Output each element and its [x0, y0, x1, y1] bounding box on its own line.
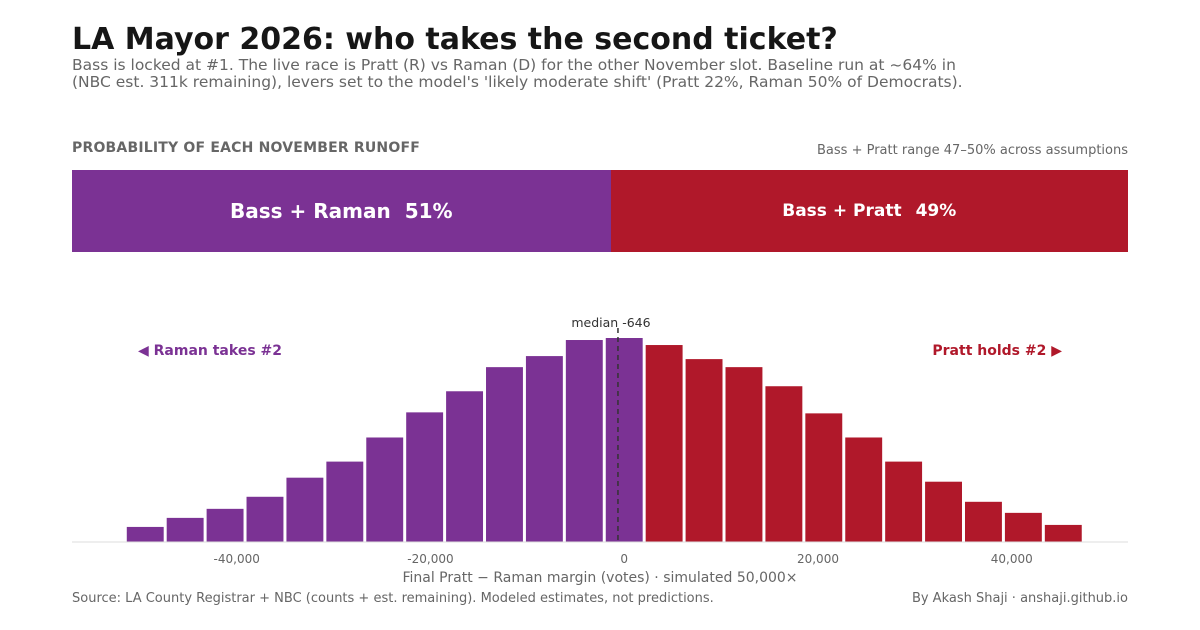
byline: By Akash Shaji · anshaji.github.io	[911, 591, 1128, 606]
x-tick-label: 20,000	[797, 552, 839, 566]
median-label: median -646	[571, 315, 650, 330]
runoff-section-label: PROBABILITY OF EACH NOVEMBER RUNOFF	[72, 140, 420, 156]
subtitle-line-1: Bass is locked at #1. The live race is P…	[72, 56, 956, 74]
histogram-bar	[845, 437, 883, 542]
histogram-bar	[725, 367, 763, 542]
source-note: Source: LA County Registrar + NBC (count…	[72, 591, 714, 606]
annotation-raman-takes-2: ◀ Raman takes #2	[138, 343, 282, 359]
histogram-bar	[565, 340, 603, 542]
x-tick-label: 0	[620, 552, 628, 566]
runoff-range-note: Bass + Pratt range 47–50% across assumpt…	[817, 143, 1128, 158]
histogram-bar	[765, 386, 803, 542]
histogram-bar	[605, 338, 643, 542]
subtitle-line-2: (NBC est. 311k remaining), levers set to…	[72, 73, 963, 91]
histogram-bar	[1044, 524, 1082, 542]
runoff-probability-bar: Bass + Raman 51% Bass + Pratt 49%	[72, 170, 1128, 252]
margin-histogram: -40,000 -20,000 0 20,000 40,000 median -646 ◀ …	[72, 315, 1128, 586]
histogram-bar	[925, 481, 962, 542]
histogram-bar	[326, 461, 364, 542]
x-tick-label: 40,000	[991, 552, 1033, 566]
x-tick-label: -40,000	[214, 552, 260, 566]
histogram-bar	[406, 412, 444, 542]
runoff-segment-percent: 51%	[404, 199, 453, 223]
histogram-bar	[446, 391, 484, 542]
page-title: LA Mayor 2026: who takes the second tick…	[72, 22, 838, 57]
histogram-bar	[366, 437, 404, 542]
runoff-segment-bass-raman: Bass + Raman 51%	[72, 170, 611, 252]
runoff-segment-label: Bass + Raman	[229, 199, 391, 223]
runoff-segment-percent: 49%	[915, 201, 957, 221]
histogram-bar	[1004, 512, 1042, 542]
histogram-bar	[885, 461, 923, 542]
runoff-segment-label: Bass + Pratt	[782, 201, 902, 221]
x-axis-label: Final Pratt − Raman margin (votes) · sim…	[402, 570, 797, 586]
histogram-bar	[964, 501, 1002, 542]
runoff-segment-bass-pratt: Bass + Pratt 49%	[610, 170, 1128, 252]
x-tick-label: -20,000	[407, 552, 453, 566]
histogram-bar	[126, 526, 164, 542]
histogram-bar	[645, 345, 683, 542]
histogram-bar	[286, 477, 324, 542]
histogram-bar	[805, 413, 843, 542]
histogram-bar	[685, 359, 723, 542]
annotation-pratt-holds-2: Pratt holds #2 ▶	[932, 343, 1062, 359]
histogram-bar	[486, 367, 523, 542]
histogram-bar	[166, 517, 204, 542]
subtitle: Bass is locked at #1. The live race is P…	[72, 57, 1132, 91]
histogram-bar	[525, 356, 563, 542]
histogram-bar	[246, 496, 284, 542]
histogram-bar	[206, 508, 244, 542]
